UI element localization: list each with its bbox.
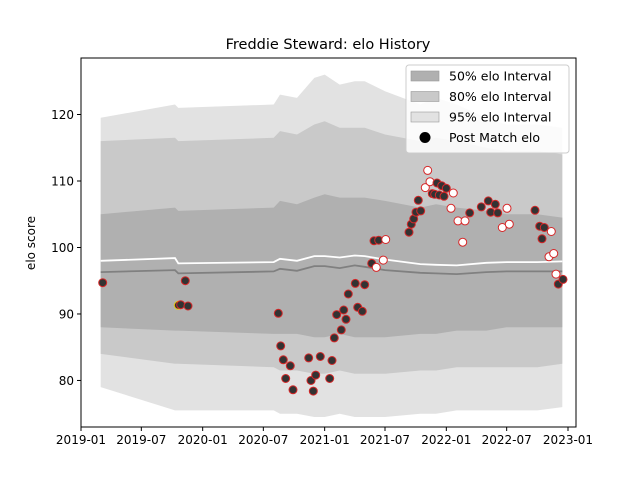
post-match-point-59 [490,199,500,209]
x-tick-label-5: 2021-07 [360,433,410,447]
legend-label-2: 95% elo Interval [449,110,551,125]
post-match-point-30 [371,262,381,272]
post-match-point-26 [357,306,367,316]
legend-marker-3 [419,132,431,143]
post-match-point-0 [98,278,108,288]
post-match-point-16 [325,374,335,383]
post-match-point-39 [416,206,426,216]
x-tick-label-6: 2022-01 [421,433,471,447]
post-match-point-33 [381,235,391,244]
post-match-point-13 [308,386,318,396]
post-match-point-27 [360,280,370,290]
y-axis-label: elo score [24,216,38,270]
x-tick-label-8: 2023-01 [543,433,593,447]
post-match-point-10 [288,385,298,395]
post-match-point-3 [180,276,190,286]
post-match-point-4 [183,301,193,311]
y-tick-label-3: 110 [51,175,74,189]
chart-title: Freddie Steward: elo History [226,37,431,53]
post-match-point-14 [311,370,321,380]
post-match-point-54 [460,216,470,226]
post-match-point-71 [551,269,561,279]
y-tick-label-1: 90 [59,307,74,321]
post-match-point-11 [304,353,314,363]
legend-box [405,64,570,154]
median-elo-line [100,264,563,276]
legend-swatch-0 [410,70,440,82]
post-match-point-22 [341,314,351,324]
y-tick-label-4: 120 [51,108,74,122]
post-match-point-18 [329,333,339,343]
post-match-point-51 [448,188,458,198]
plot-area: 2019-01 2019-07 2020-01 2020-07 2021-01 2021-… [51,57,593,447]
post-match-point-66 [537,234,547,244]
band-50-interval [100,194,563,338]
legend-label-1: 80% elo Interval [449,89,551,104]
post-match-point-38 [413,195,423,205]
post-match-point-17 [327,356,337,365]
x-tick-label-0: 2019-01 [56,433,106,447]
post-match-point-60 [493,208,503,218]
post-match-point-70 [549,249,559,258]
y-tick-label-2: 100 [51,241,74,255]
post-match-point-56 [476,202,486,212]
post-match-point-7 [278,355,288,365]
post-match-point-62 [502,203,512,213]
post-match-point-2 [176,300,186,310]
x-tick-label-3: 2020-07 [238,433,288,447]
legend-swatch-2 [410,111,440,123]
mean-elo-line [100,254,563,267]
post-match-point-57 [483,196,493,206]
x-tick-label-4: 2021-01 [300,433,350,447]
x-tick-label-1: 2019-07 [116,433,166,447]
post-match-point-67 [539,223,549,232]
post-match-point-41 [423,165,433,175]
post-match-point-69 [546,227,556,236]
post-match-point-49 [441,183,451,193]
post-match-point-9 [285,361,295,371]
post-match-point-6 [276,341,286,351]
legend: 50% elo Interval 80% elo Interval 95% elo … [405,64,570,154]
legend-swatch-1 [410,91,440,102]
x-tick-label-7: 2022-07 [482,433,532,447]
post-match-point-23 [343,289,353,299]
post-match-point-19 [332,310,342,320]
post-match-point-20 [336,325,346,335]
post-match-point-63 [504,219,514,229]
post-match-point-55 [465,208,475,218]
post-match-point-73 [558,274,568,284]
post-match-point-50 [446,203,456,213]
post-match-point-53 [458,237,468,247]
x-tick-label-2: 2020-01 [178,433,228,447]
post-match-point-64 [530,205,540,215]
post-match-point-8 [281,374,291,383]
plot-frame [80,57,577,428]
post-match-point-48 [439,191,449,201]
post-match-point-34 [404,227,414,237]
post-match-point-40 [420,183,430,193]
legend-label-3: Post Match elo [449,130,540,145]
legend-label-0: 50% elo Interval [449,69,551,84]
y-tick-label-0: 80 [59,374,74,388]
post-match-point-24 [350,278,360,288]
post-match-point-32 [378,255,388,265]
post-match-point-21 [339,305,349,315]
post-match-point-15 [315,352,325,361]
post-match-point-5 [273,308,283,318]
